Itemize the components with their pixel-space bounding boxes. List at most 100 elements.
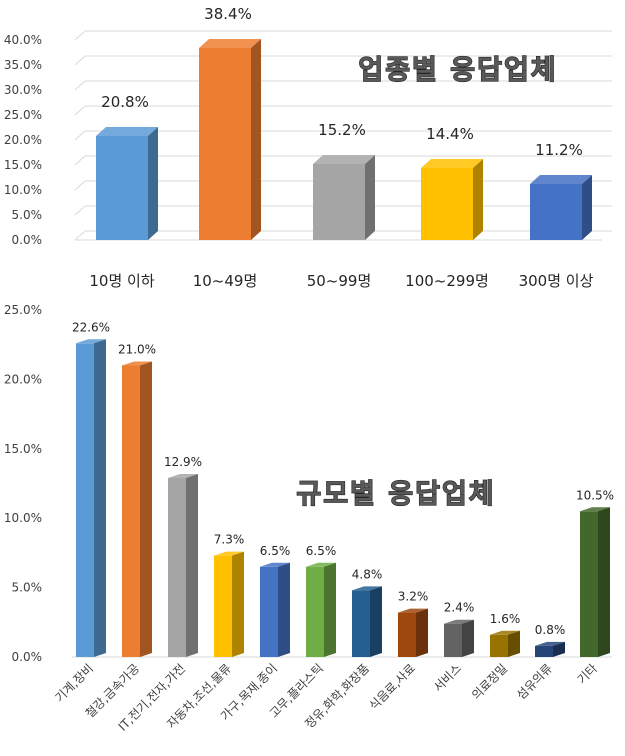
bar-side [553,641,565,657]
bar-side [251,39,261,240]
bar-top [580,507,610,512]
data-label: 15.2% [318,121,366,139]
data-label: 38.4% [204,5,252,23]
category-label: 50~99명 [307,272,372,290]
gridline-depth [74,130,86,141]
bar-front [260,566,278,657]
gridline-depth [74,105,86,116]
bar-side [94,339,106,657]
data-label: 7.3% [214,533,245,547]
bar-front [490,634,508,657]
category-label: 서비스 [431,661,464,694]
data-label: 11.2% [535,141,583,159]
bar-top [306,562,336,567]
bar-top [398,608,428,613]
bar [306,562,336,657]
bar-side [324,562,336,657]
y-tick-label: 20.0% [4,133,42,147]
bar-side [365,155,375,240]
bar-front [352,590,370,657]
bar [168,473,198,657]
bar-side [462,619,474,657]
y-tick-label: 0.0% [12,233,43,247]
bar-top [352,586,382,591]
bar-front [580,511,598,657]
category-label: 10명 이하 [89,272,154,290]
gridline-depth [74,155,86,166]
bar-side [508,630,520,657]
bar [530,175,592,240]
bar [122,361,152,657]
y-tick-label: 5.0% [12,208,43,222]
gridline-depth [74,55,86,66]
bar-front [313,164,365,240]
bar [398,608,428,657]
data-label: 20.8% [101,93,149,111]
bar [535,641,565,657]
category-label: 100~299명 [405,272,489,290]
bar-front [214,555,232,657]
category-label: 10~49명 [193,272,258,290]
bar-side [473,159,483,240]
bar-side [148,127,158,240]
y-tick-label: 30.0% [4,83,42,97]
bar-side [232,551,244,657]
bar-front [535,645,553,657]
y-tick-label: 5.0% [12,581,43,595]
bar-top [421,159,483,168]
bar-side [416,608,428,657]
y-tick-label: 25.0% [4,108,42,122]
y-tick-label: 10.0% [4,511,42,525]
y-tick-label: 40.0% [4,33,42,47]
bar-top [444,619,474,624]
bar-front [530,184,582,240]
y-tick-label: 25.0% [4,303,42,317]
bar-front [122,365,140,657]
chart-title: 규모별 응답업체 [296,479,495,510]
bar-front [421,168,473,240]
bar [580,507,610,657]
bar-front [306,566,324,657]
bar-top [530,175,592,184]
bar-side [140,361,152,657]
bar-front [398,612,416,657]
bar [421,159,483,240]
bar-top [76,339,106,344]
bar-front [199,48,251,240]
bar-top [214,551,244,556]
data-label: 12.9% [164,455,202,469]
category-label: 기계,장비 [52,661,96,705]
data-label: 10.5% [576,488,614,502]
bar-front [444,623,462,657]
category-label: 의료정밀 [469,661,510,702]
data-label: 14.4% [426,125,474,143]
data-label: 6.5% [260,544,291,558]
category-label: 식음료,사료 [366,661,418,713]
bar-top [535,641,565,646]
y-tick-label: 15.0% [4,442,42,456]
bar-front [76,343,94,657]
data-label: 22.6% [72,320,110,334]
data-label: 4.8% [352,567,383,581]
bar-top [199,39,261,48]
bar-side [370,586,382,657]
y-tick-label: 15.0% [4,158,42,172]
chart-size: 0.0% 5.0% 10.0% 15.0% 20.0% 25.0% 22.6% 기계,장비 21… [4,303,614,734]
bar-top [313,155,375,164]
y-tick-label: 10.0% [4,183,42,197]
data-label: 3.2% [398,590,429,604]
category-label: 기타 [575,661,601,687]
gridline-depth [74,180,86,191]
bar-side [278,562,290,657]
data-label: 2.4% [444,601,475,615]
bar [76,339,106,657]
chart-industry: 0.0% 5.0% 10.0% 15.0% 20.0% 25.0% 30.0% 35.0% 40… [4,5,612,290]
bar [199,39,261,240]
bar-top [96,127,158,136]
bar-side [186,473,198,657]
data-label: 0.8% [535,623,566,637]
bar [444,619,474,657]
chart-title: 업종별 응답업체 [358,55,557,86]
bar [352,586,382,657]
